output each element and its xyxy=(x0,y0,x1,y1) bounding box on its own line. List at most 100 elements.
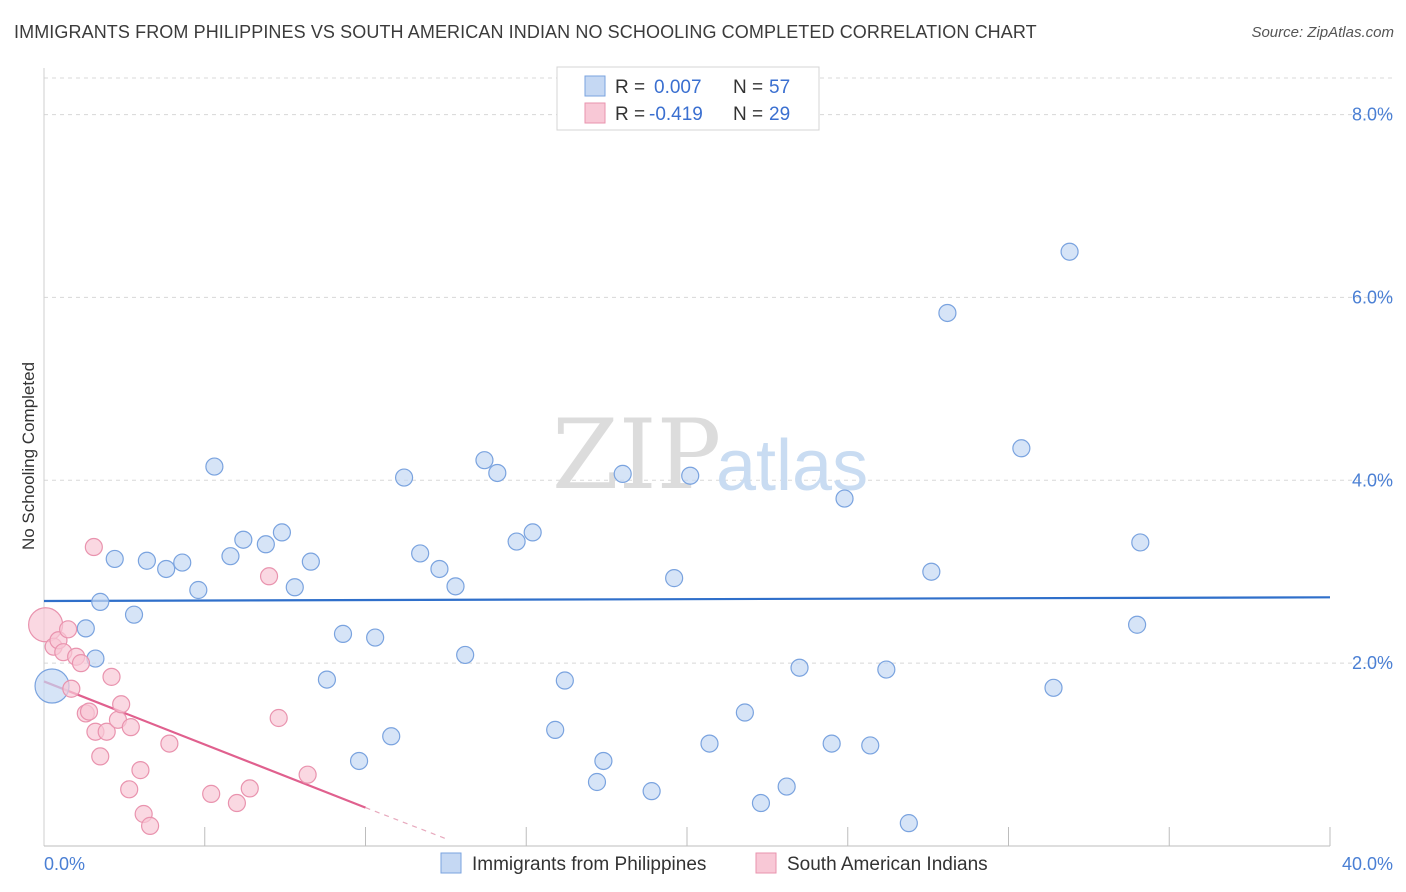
point-philippines xyxy=(382,727,401,746)
point-south-american-indians xyxy=(160,734,179,753)
bottom-legend-swatch-philippines xyxy=(440,852,462,874)
point-south-american-indians xyxy=(62,679,81,698)
point-philippines xyxy=(700,734,719,753)
point-philippines xyxy=(234,530,253,549)
point-philippines xyxy=(681,466,700,485)
bottom-legend-label-philippines: Immigrants from Philippines xyxy=(472,854,706,875)
point-south-american-indians xyxy=(91,747,110,766)
trend-layer xyxy=(43,596,1331,840)
point-philippines xyxy=(938,303,957,323)
point-south-american-indians xyxy=(59,620,78,639)
point-philippines xyxy=(790,658,809,677)
point-philippines xyxy=(221,547,240,566)
point-philippines xyxy=(301,552,320,571)
point-philippines xyxy=(642,782,661,801)
legend-n-label-2: N = xyxy=(733,104,763,125)
legend-r-value-2: -0.419 xyxy=(649,104,703,125)
bottom-legend: Immigrants from Philippines South Americ… xyxy=(440,852,988,875)
grid-layer xyxy=(44,77,1392,664)
point-philippines xyxy=(835,489,854,508)
point-philippines xyxy=(124,605,144,624)
point-philippines xyxy=(91,592,110,611)
point-philippines xyxy=(594,751,613,771)
point-philippines xyxy=(665,569,684,588)
legend-swatch-south-american-indians xyxy=(584,102,606,124)
x-tick-label-max: 40.0% xyxy=(1342,854,1393,874)
y-tick-label: 6.0% xyxy=(1352,287,1393,307)
trendline-philippines xyxy=(43,596,1331,603)
point-philippines xyxy=(285,578,304,597)
point-south-american-indians xyxy=(71,654,91,673)
point-philippines xyxy=(523,523,542,542)
point-south-american-indians xyxy=(269,708,288,728)
point-philippines xyxy=(173,553,192,572)
point-philippines xyxy=(488,463,507,483)
point-philippines xyxy=(446,577,465,596)
y-axis-label: No Schooling Completed xyxy=(19,362,38,550)
point-philippines xyxy=(822,734,841,753)
point-philippines xyxy=(877,660,896,679)
legend-n-value-2: 29 xyxy=(769,104,790,125)
point-philippines xyxy=(555,671,574,690)
point-philippines xyxy=(105,549,124,569)
point-south-american-indians xyxy=(202,784,221,803)
point-south-american-indians xyxy=(298,765,317,784)
point-philippines xyxy=(272,523,292,542)
point-philippines xyxy=(1060,242,1079,261)
point-philippines xyxy=(587,772,607,792)
axis-layer: 2.0% 4.0% 6.0% 8.0% xyxy=(43,68,1393,847)
y-tick-label: 4.0% xyxy=(1352,470,1393,490)
points-layer xyxy=(28,82,1150,835)
point-philippines xyxy=(157,559,176,579)
trendline-extension-south-american-indians xyxy=(365,807,447,840)
point-philippines xyxy=(366,628,385,647)
point-philippines xyxy=(189,580,208,600)
point-philippines xyxy=(394,468,414,487)
point-south-american-indians xyxy=(79,702,99,721)
x-tick-label-min: 0.0% xyxy=(44,854,85,874)
point-south-american-indians xyxy=(121,718,140,737)
y-tick-label: 8.0% xyxy=(1352,105,1393,125)
point-philippines xyxy=(349,751,369,771)
bottom-legend-swatch-south-american-indians xyxy=(755,852,777,874)
point-philippines xyxy=(76,619,95,638)
y-tick-label: 2.0% xyxy=(1352,653,1393,673)
point-south-american-indians xyxy=(240,779,259,798)
point-philippines xyxy=(430,559,449,579)
point-philippines xyxy=(475,451,494,470)
point-philippines xyxy=(861,736,880,755)
point-south-american-indians xyxy=(84,537,103,557)
point-philippines xyxy=(735,703,754,722)
point-philippines xyxy=(751,793,771,813)
point-south-american-indians xyxy=(97,722,116,741)
watermark-zip: ZIP xyxy=(552,399,721,511)
legend-n-label-1: N = xyxy=(733,77,763,98)
trendline-south-american-indians xyxy=(43,680,366,809)
point-south-american-indians xyxy=(227,793,246,813)
point-philippines xyxy=(922,562,941,581)
point-philippines xyxy=(1131,533,1150,552)
point-philippines xyxy=(899,814,918,833)
watermark: ZIP atlas xyxy=(552,399,868,511)
point-philippines xyxy=(205,457,224,476)
top-legend: R = 0.007 N = 57 R = -0.419 N = 29 xyxy=(556,66,820,131)
point-south-american-indians xyxy=(259,567,279,586)
point-south-american-indians xyxy=(102,667,121,686)
point-south-american-indians xyxy=(120,780,139,799)
point-south-american-indians xyxy=(112,695,131,714)
legend-swatch-philippines xyxy=(584,75,606,97)
legend-r-value-1: 0.007 xyxy=(654,77,702,98)
point-philippines xyxy=(256,535,275,554)
legend-n-value-1: 57 xyxy=(769,77,790,98)
point-philippines xyxy=(546,720,565,739)
point-philippines xyxy=(317,670,337,689)
point-philippines xyxy=(137,551,156,570)
point-philippines xyxy=(333,624,353,643)
chart-source: Source: ZipAtlas.com xyxy=(1251,24,1394,41)
point-philippines xyxy=(777,777,796,796)
point-philippines xyxy=(1127,615,1147,634)
point-philippines xyxy=(1012,439,1031,458)
point-philippines xyxy=(456,645,475,665)
point-philippines xyxy=(411,544,430,563)
